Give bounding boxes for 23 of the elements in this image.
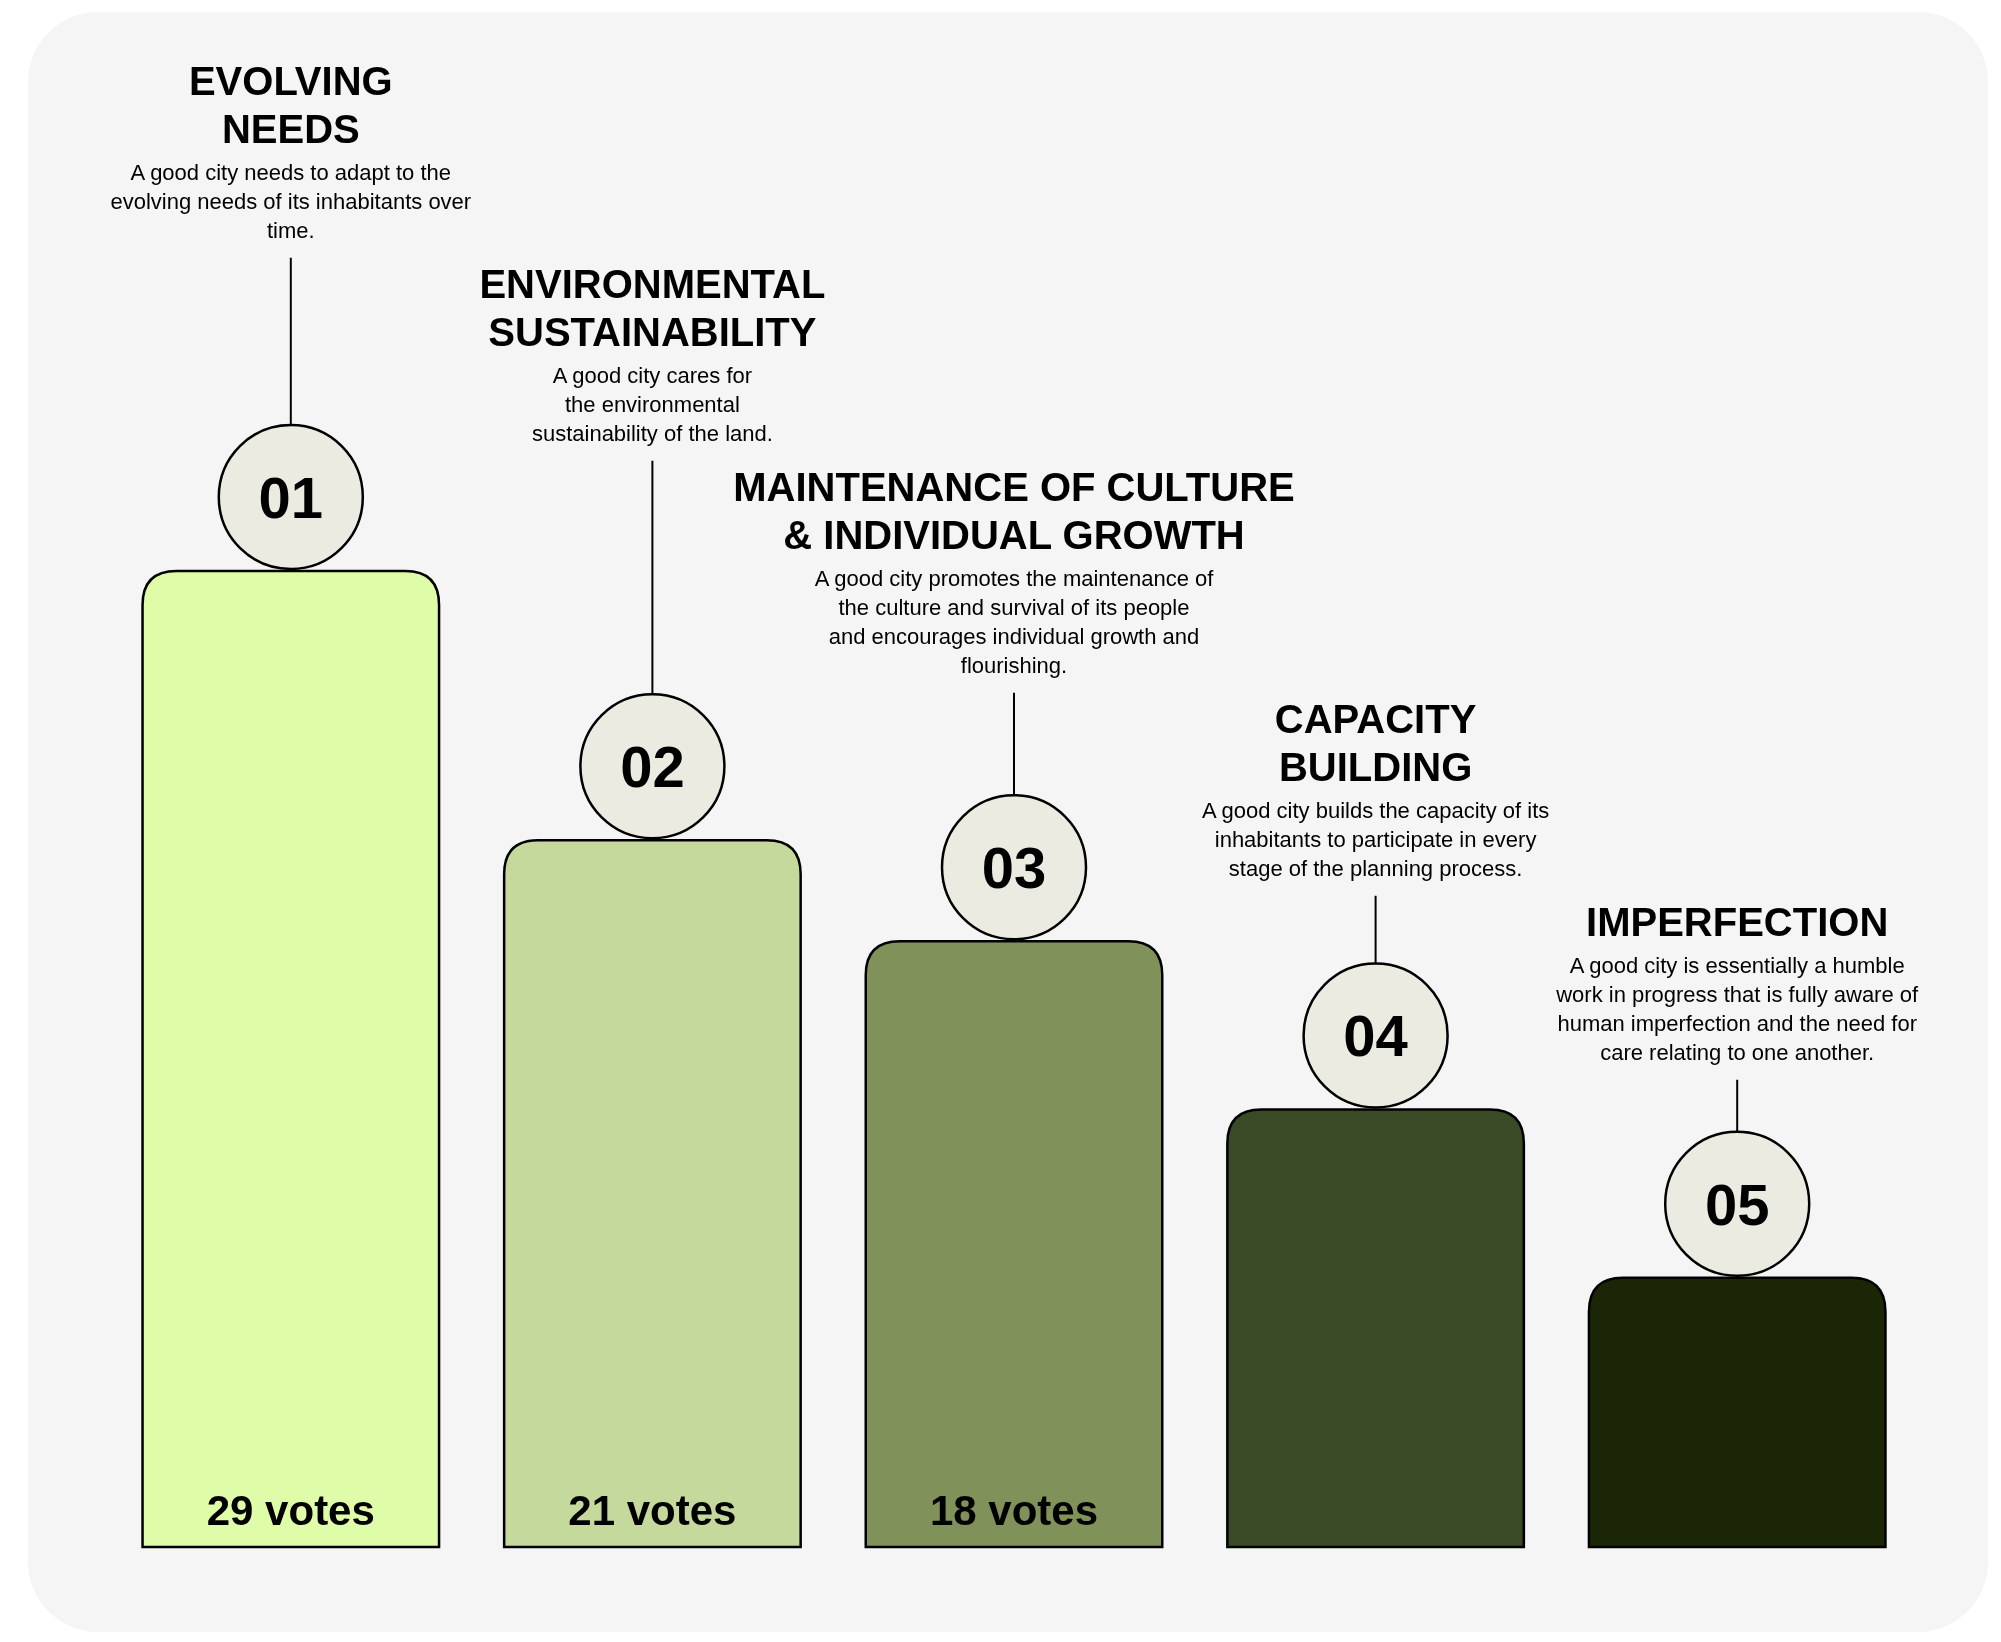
text: A good city cares for the environmental sustainability of the land.	[531, 362, 773, 446]
text: EVOLVING NEEDS	[188, 59, 393, 152]
x-tick-label: 03	[981, 835, 1047, 901]
bar	[864, 939, 1164, 1549]
annotation: CAPACITY BUILDING	[1274, 697, 1477, 790]
x-tick-label: 04	[1343, 1003, 1408, 1069]
x-tick-label: 01	[258, 464, 324, 530]
data-label: 18 votes	[929, 1487, 1099, 1534]
data-label: 21 votes	[568, 1487, 737, 1534]
text: A good city needs to adapt to the evolving needs of its inhabitants over time.	[110, 159, 472, 243]
x-tick-label: 02	[620, 734, 685, 800]
bar	[502, 838, 802, 1549]
text: MAINTENANCE OF CULTURE & INDIVIDUAL GROWTH	[733, 465, 1295, 558]
annotation: A good city promotes the maintenance of the culture and survival of its people and encourages individual growth and flourishing.	[814, 565, 1215, 678]
text: ENVIRONMENTAL SUSTAINABILITY	[479, 262, 826, 355]
bar	[141, 569, 441, 1549]
annotation: A good city builds the capacity of its inhabitants to participate in every stage of the planning process.	[1201, 797, 1550, 881]
x-tick-label: 05	[1704, 1171, 1770, 1237]
annotation: IMPERFECTION	[1586, 900, 1889, 945]
bar	[1226, 1108, 1526, 1549]
annotation: A good city is essentially a humble work in progress that is fully aware of human imperfection and the need for care relating to one another.	[1555, 952, 1920, 1065]
data-label: 29 votes	[206, 1487, 375, 1534]
bar	[1587, 1276, 1887, 1549]
